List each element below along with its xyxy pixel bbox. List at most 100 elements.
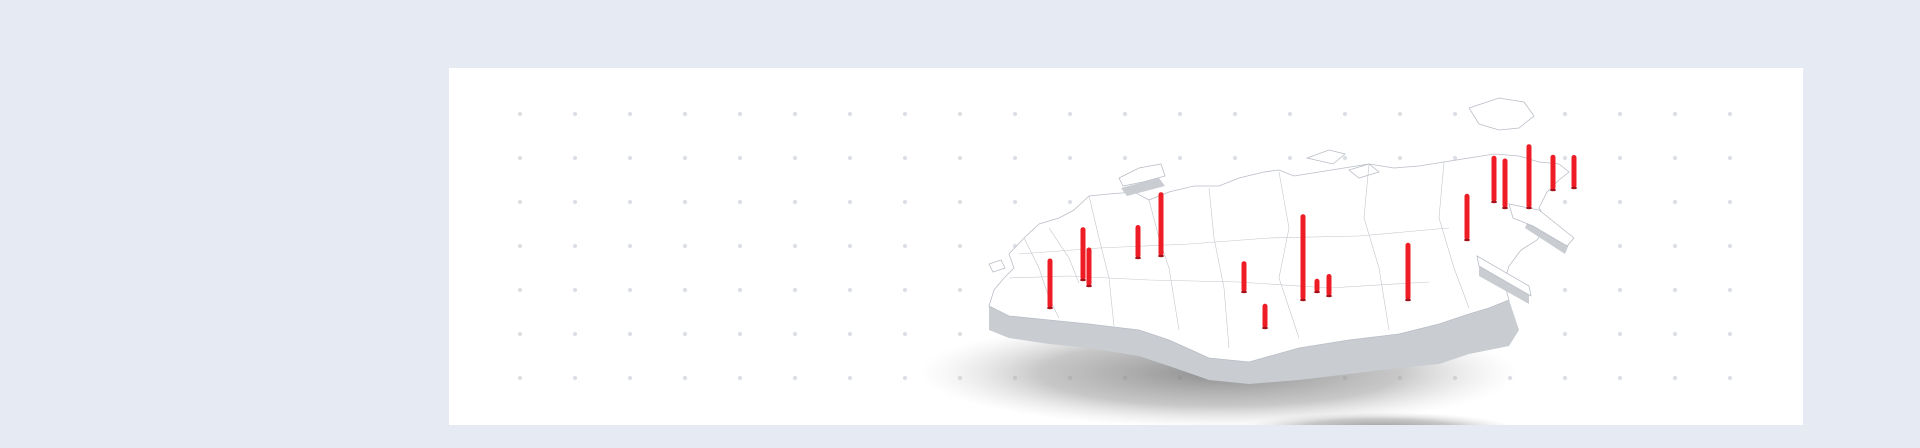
map-marker-base xyxy=(1464,238,1470,242)
grid-dot xyxy=(902,243,908,249)
map-marker-bar[interactable] xyxy=(1405,242,1411,300)
grid-dot xyxy=(1397,155,1403,161)
grid-dot xyxy=(1727,375,1733,381)
grid-dot xyxy=(682,155,688,161)
grid-dot xyxy=(1617,331,1623,337)
grid-dot xyxy=(1122,111,1128,117)
grid-dot xyxy=(682,199,688,205)
grid-dot xyxy=(847,111,853,117)
grid-dot xyxy=(847,199,853,205)
map-marker-bar[interactable] xyxy=(1326,274,1332,296)
grid-dot xyxy=(957,155,963,161)
map-marker-bar[interactable] xyxy=(1526,144,1532,208)
map-marker-bar[interactable] xyxy=(1314,278,1320,292)
grid-dot xyxy=(1067,155,1073,161)
grid-dot xyxy=(1177,155,1183,161)
grid-dot xyxy=(517,199,523,205)
map-marker-bar[interactable] xyxy=(1571,155,1577,188)
map-marker-bar[interactable] xyxy=(1135,225,1141,258)
map-marker-bar[interactable] xyxy=(1086,247,1092,287)
grid-dot xyxy=(1617,243,1623,249)
map-marker-base xyxy=(1080,278,1086,282)
grid-dot xyxy=(627,155,633,161)
map-marker-base xyxy=(1502,206,1508,210)
grid-dot xyxy=(1452,155,1458,161)
map-marker-bar[interactable] xyxy=(1047,258,1053,309)
map-marker-bar[interactable] xyxy=(1550,154,1556,190)
map-marker-base xyxy=(1405,298,1411,302)
grid-dot xyxy=(1727,243,1733,249)
grid-dot xyxy=(957,243,963,249)
grid-dot xyxy=(1727,199,1733,205)
grid-dot xyxy=(517,331,523,337)
grid-dot xyxy=(572,331,578,337)
map-marker-base xyxy=(1158,254,1164,258)
map-marker-bar[interactable] xyxy=(1464,193,1470,240)
grid-dot xyxy=(847,243,853,249)
grid-dot xyxy=(737,331,743,337)
grid-dot xyxy=(627,375,633,381)
grid-dot xyxy=(1012,199,1018,205)
grid-dot xyxy=(1012,155,1018,161)
grid-dot xyxy=(792,243,798,249)
map-marker-base xyxy=(1047,306,1053,310)
grid-dot xyxy=(517,243,523,249)
grid-dot xyxy=(572,155,578,161)
grid-dot xyxy=(682,243,688,249)
grid-dot xyxy=(1727,155,1733,161)
grid-dot xyxy=(902,111,908,117)
grid-dot xyxy=(1232,111,1238,117)
grid-dot xyxy=(1672,331,1678,337)
map-marker-bar[interactable] xyxy=(1262,303,1268,328)
map-marker-bar[interactable] xyxy=(1241,261,1247,292)
grid-dot xyxy=(902,287,908,293)
map-marker-bar[interactable] xyxy=(1491,155,1497,202)
map-marker-base xyxy=(1326,294,1332,298)
grid-dot xyxy=(682,375,688,381)
grid-dot xyxy=(572,375,578,381)
grid-dot xyxy=(1177,111,1183,117)
map-card xyxy=(449,68,1803,425)
grid-dot xyxy=(1342,155,1348,161)
grid-dot xyxy=(737,287,743,293)
kamchatka xyxy=(1508,203,1575,247)
grid-dot xyxy=(627,111,633,117)
grid-dot xyxy=(682,287,688,293)
grid-dot xyxy=(847,331,853,337)
grid-dot xyxy=(517,155,523,161)
marker-layer xyxy=(1047,144,1577,330)
map-marker-bar[interactable] xyxy=(1158,192,1164,256)
grid-dot xyxy=(1562,287,1568,293)
grid-dot xyxy=(572,199,578,205)
grid-dot xyxy=(1562,155,1568,161)
grid-dot xyxy=(1672,111,1678,117)
grid-dot xyxy=(1287,111,1293,117)
grid-dot xyxy=(682,111,688,117)
grid-dot xyxy=(1672,243,1678,249)
grid-dot xyxy=(1672,287,1678,293)
grid-dot xyxy=(792,331,798,337)
sakhalin-side xyxy=(1479,266,1529,304)
grid-dot xyxy=(902,155,908,161)
grid-dot xyxy=(1617,199,1623,205)
map-marker-base xyxy=(1571,186,1577,190)
grid-dot xyxy=(847,375,853,381)
grid-dot xyxy=(737,155,743,161)
grid-dot xyxy=(737,199,743,205)
map-marker-base xyxy=(1135,256,1141,260)
map-marker-bar[interactable] xyxy=(1080,227,1086,280)
grid-dot xyxy=(1452,111,1458,117)
grid-dot xyxy=(957,331,963,337)
grid-dot xyxy=(627,199,633,205)
map-marker-bar[interactable] xyxy=(1300,214,1306,300)
far-east-peninsula xyxy=(1468,97,1535,131)
map-marker-bar[interactable] xyxy=(1502,158,1508,209)
grid-dot xyxy=(1067,199,1073,205)
map-marker-base xyxy=(1086,284,1092,288)
map-marker-base xyxy=(1262,326,1268,330)
grid-dot xyxy=(1562,375,1568,381)
grid-dot xyxy=(957,287,963,293)
grid-dot xyxy=(1727,111,1733,117)
grid-dot xyxy=(1562,199,1568,205)
map-marker-base xyxy=(1300,298,1306,302)
